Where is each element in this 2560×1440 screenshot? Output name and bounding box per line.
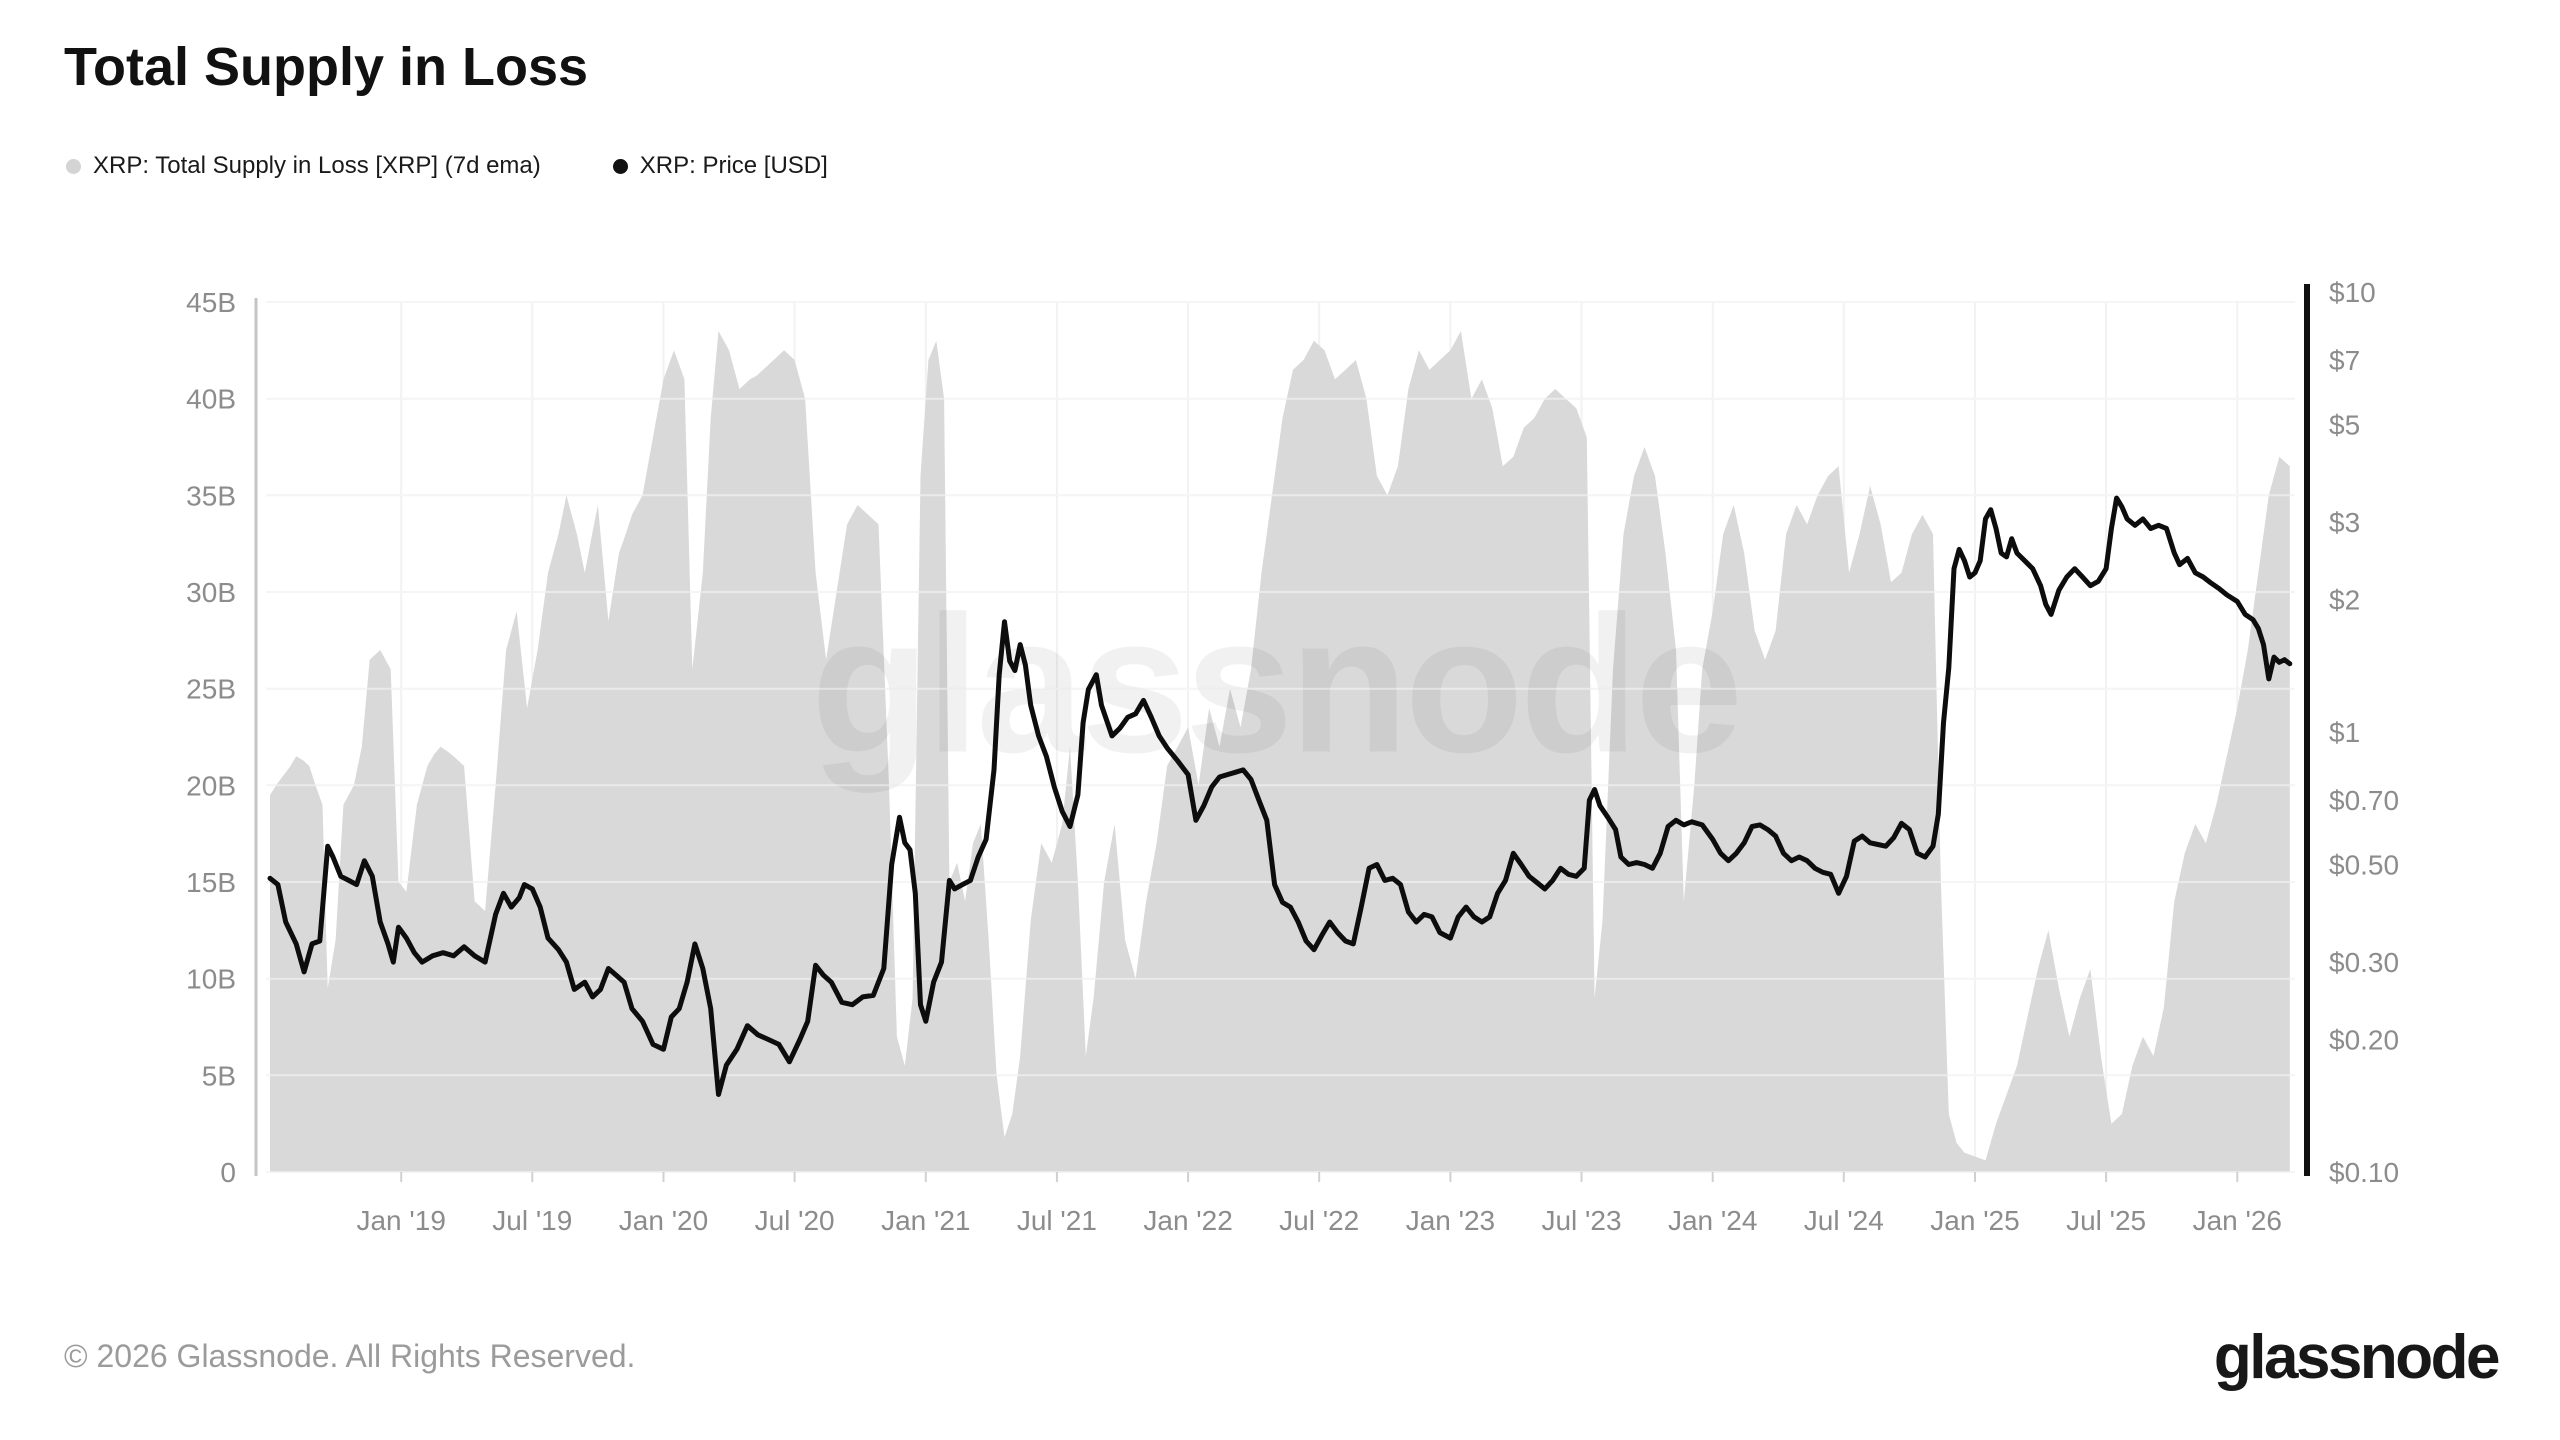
x-tick-label: Jul '24: [1804, 1205, 1884, 1236]
y-left-tick-label: 45B: [186, 287, 236, 318]
y-right-tick-label: $0.50: [2329, 850, 2399, 881]
x-tick-label: Jan '25: [1930, 1205, 2019, 1236]
glassnode-watermark: glassnode: [811, 576, 1739, 794]
y-left-tick-label: 15B: [186, 867, 236, 898]
y-right-tick-label: $0.30: [2329, 947, 2399, 978]
x-tick-label: Jul '19: [492, 1205, 572, 1236]
y-left-tick-label: 10B: [186, 964, 236, 995]
x-tick-label: Jan '20: [619, 1205, 708, 1236]
y-right-tick-label: $3: [2329, 507, 2360, 538]
x-tick-label: Jul '20: [755, 1205, 835, 1236]
page-title: Total Supply in Loss: [64, 37, 589, 97]
y-right-tick-label: $1: [2329, 717, 2360, 748]
x-tick-label: Jan '19: [356, 1205, 445, 1236]
y-right-tick-label: $0.70: [2329, 785, 2399, 816]
x-tick-label: Jan '26: [2193, 1205, 2282, 1236]
y-right-tick-label: $0.20: [2329, 1025, 2399, 1056]
axis-lines: [254, 284, 2310, 1182]
legend-item-supply-in-loss[interactable]: XRP: Total Supply in Loss [XRP] (7d ema): [66, 152, 541, 180]
legend-dot-icon: [612, 158, 628, 174]
y-right-tick-label: $2: [2329, 585, 2360, 616]
x-tick-label: Jul '22: [1279, 1205, 1359, 1236]
x-tick-label: Jan '23: [1406, 1205, 1495, 1236]
x-tick-label: Jul '23: [1541, 1205, 1621, 1236]
y-right-tick-label: $5: [2329, 410, 2360, 441]
y-left-tick-label: 20B: [186, 770, 236, 801]
legend-dot-icon: [66, 158, 81, 174]
y-right-tick-label: $0.10: [2329, 1157, 2399, 1188]
x-tick-label: Jul '21: [1017, 1205, 1097, 1236]
legend-label: XRP: Price [USD]: [639, 152, 828, 179]
y-left-tick-label: 40B: [186, 384, 236, 415]
glassnode-logo: glassnode: [2213, 1323, 2501, 1392]
y-left-tick-label: 25B: [186, 674, 236, 705]
y-left-tick-label: 5B: [202, 1060, 236, 1091]
x-tick-label: Jan '22: [1143, 1205, 1232, 1236]
x-tick-label: Jan '21: [881, 1205, 970, 1236]
price-line-series[interactable]: [267, 495, 2293, 1097]
axis-tick-labels: Jan '19 Jul '19 Jan '20 Jul '20 Jan '21 Jul '…: [186, 277, 2399, 1236]
y-left-tick-label: 0: [220, 1157, 236, 1188]
y-left-tick-label: 35B: [186, 480, 236, 511]
y-right-tick-label: $10: [2329, 277, 2376, 308]
legend-label: XRP: Total Supply in Loss [XRP] (7d ema): [93, 152, 541, 179]
x-tick-label: Jan '24: [1668, 1205, 1757, 1236]
y-left-tick-label: 30B: [186, 577, 236, 608]
legend-item-price[interactable]: XRP: Price [USD]: [612, 152, 828, 180]
copyright-text: © 2026 Glassnode. All Rights Reserved.: [64, 1338, 636, 1374]
supply-in-loss-area-series[interactable]: [270, 331, 2290, 1172]
x-tick-label: Jul '25: [2066, 1205, 2146, 1236]
y-right-tick-label: $7: [2329, 345, 2360, 376]
legend: XRP: Total Supply in Loss [XRP] (7d ema)…: [66, 152, 828, 180]
